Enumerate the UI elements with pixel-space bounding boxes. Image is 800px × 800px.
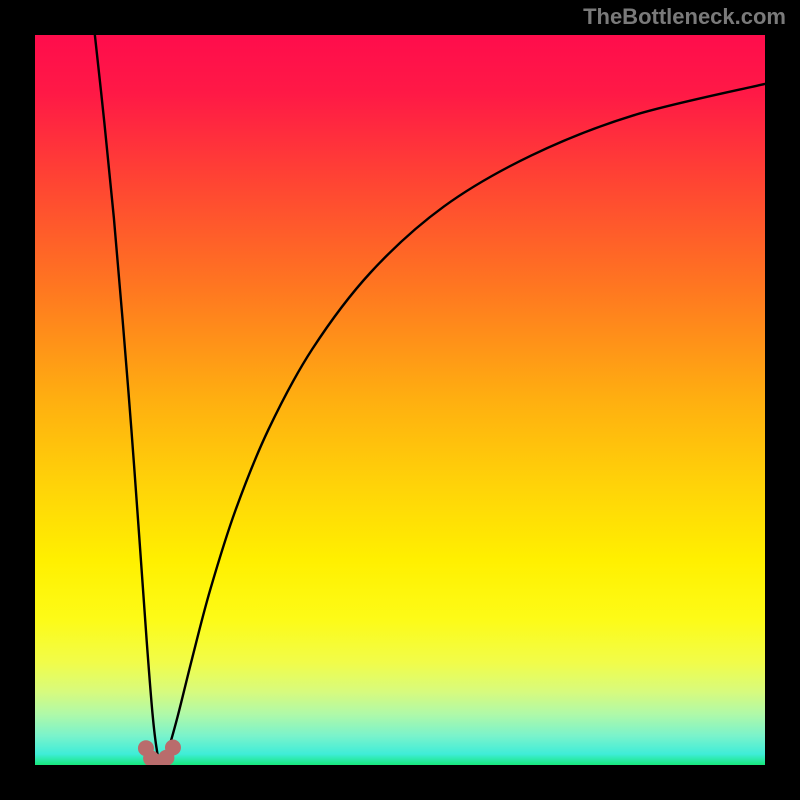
- watermark-text: TheBottleneck.com: [583, 4, 786, 30]
- valley-marker: [165, 739, 181, 755]
- bottleneck-curve: [95, 35, 765, 763]
- plot-border: [33, 33, 767, 767]
- chart-stage: TheBottleneck.com: [0, 0, 800, 800]
- valley-marker-group: [138, 739, 181, 765]
- curve-layer: [35, 35, 765, 765]
